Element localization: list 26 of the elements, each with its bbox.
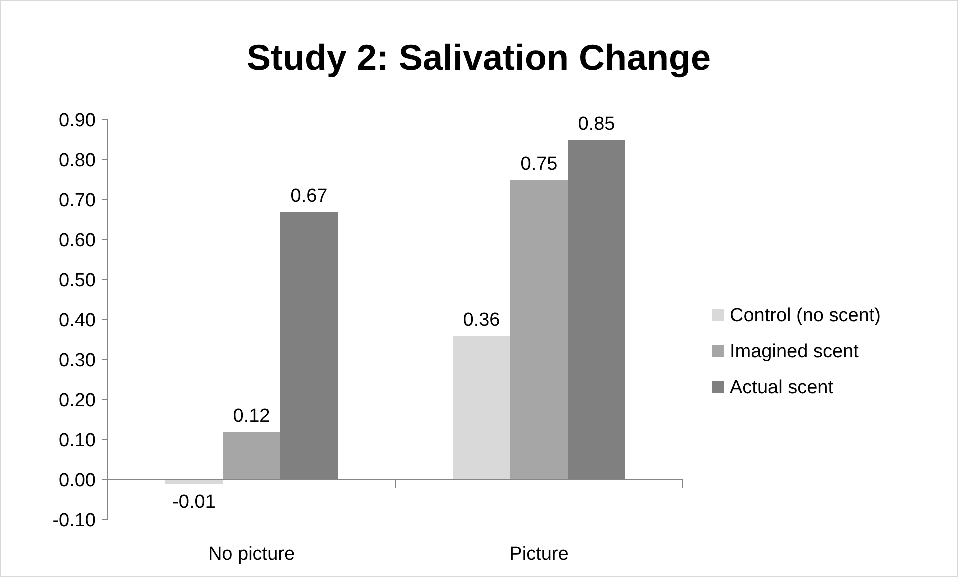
text: 0.85 [578,114,616,135]
legend-label: Actual scent [730,378,834,399]
y-tick-label: 0.10 [59,430,96,452]
text: -0.01 [172,492,216,513]
bar [223,432,280,480]
y-tick-label: 0.20 [59,390,96,412]
legend-label: Imagined scent [730,342,860,363]
y-tick-label: 0.40 [59,310,96,332]
text: 0.67 [290,186,328,207]
y-tick-label: 0.00 [59,470,96,492]
text: 0.36 [463,310,500,331]
y-tick-label: 0.50 [59,270,96,292]
bar [510,180,568,480]
text: 0.12 [233,406,270,427]
chart-title: Study 2: Salivation Change [246,37,712,78]
y-tick-label: 0.90 [59,110,96,132]
legend-label: Control (no scent) [730,306,882,327]
x-tick-label: No picture [208,544,296,565]
text: 0.75 [520,154,558,175]
x-tick-label: Picture [510,544,569,565]
y-tick-label: 0.30 [59,350,96,372]
bar [453,336,510,480]
y-tick-label: 0.80 [59,150,96,172]
y-tick-label: 0.70 [59,190,96,212]
y-tick-label: 0.60 [59,230,96,252]
y-tick-label: -0.10 [52,510,96,532]
